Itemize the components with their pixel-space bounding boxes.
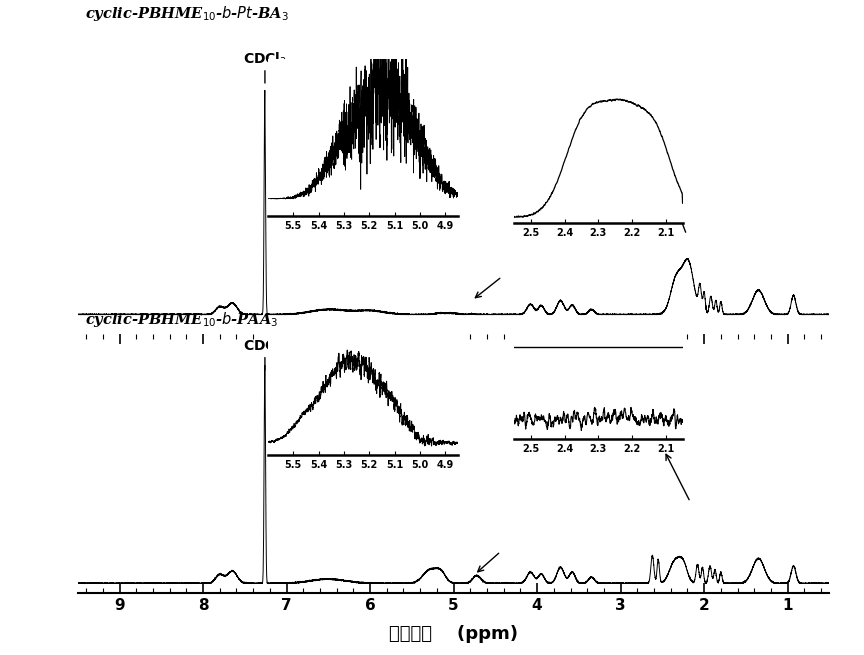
Text: cyclic-PBHME$_{10}$-$b$-$Pt$-BA$_3$: cyclic-PBHME$_{10}$-$b$-$Pt$-BA$_3$ — [86, 4, 289, 23]
Text: cyclic-PBHME$_{10}$-$b$-PAA$_3$: cyclic-PBHME$_{10}$-$b$-PAA$_3$ — [86, 310, 279, 329]
Text: CDCl$_3$: CDCl$_3$ — [243, 337, 287, 355]
Text: 化学位移    (ppm): 化学位移 (ppm) — [389, 625, 518, 643]
Text: CDCl$_3$: CDCl$_3$ — [243, 50, 287, 68]
